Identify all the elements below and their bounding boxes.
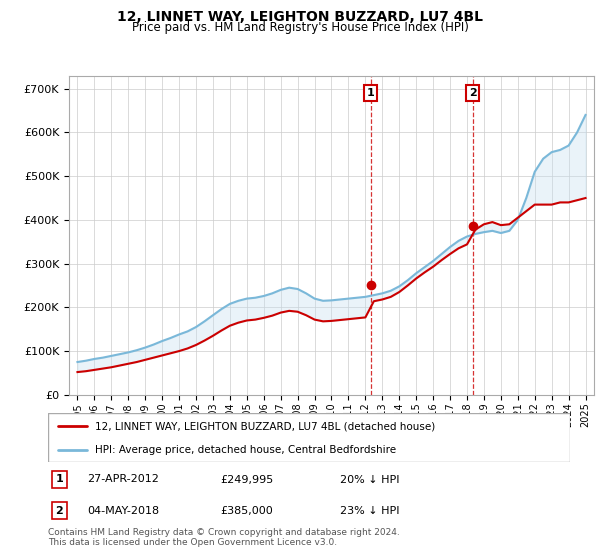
Text: 12, LINNET WAY, LEIGHTON BUZZARD, LU7 4BL: 12, LINNET WAY, LEIGHTON BUZZARD, LU7 4B… bbox=[117, 10, 483, 24]
Text: 2: 2 bbox=[56, 506, 64, 516]
Text: £385,000: £385,000 bbox=[220, 506, 273, 516]
Text: 1: 1 bbox=[367, 88, 374, 98]
Text: 12, LINNET WAY, LEIGHTON BUZZARD, LU7 4BL (detached house): 12, LINNET WAY, LEIGHTON BUZZARD, LU7 4B… bbox=[95, 421, 435, 431]
Text: 23% ↓ HPI: 23% ↓ HPI bbox=[340, 506, 400, 516]
Text: Contains HM Land Registry data © Crown copyright and database right 2024.
This d: Contains HM Land Registry data © Crown c… bbox=[48, 528, 400, 547]
Text: £249,995: £249,995 bbox=[220, 474, 274, 484]
Text: 27-APR-2012: 27-APR-2012 bbox=[87, 474, 159, 484]
Text: HPI: Average price, detached house, Central Bedfordshire: HPI: Average price, detached house, Cent… bbox=[95, 445, 396, 455]
Text: 20% ↓ HPI: 20% ↓ HPI bbox=[340, 474, 400, 484]
Text: 1: 1 bbox=[56, 474, 64, 484]
Text: 04-MAY-2018: 04-MAY-2018 bbox=[87, 506, 159, 516]
Text: Price paid vs. HM Land Registry's House Price Index (HPI): Price paid vs. HM Land Registry's House … bbox=[131, 21, 469, 34]
Text: 2: 2 bbox=[469, 88, 476, 98]
